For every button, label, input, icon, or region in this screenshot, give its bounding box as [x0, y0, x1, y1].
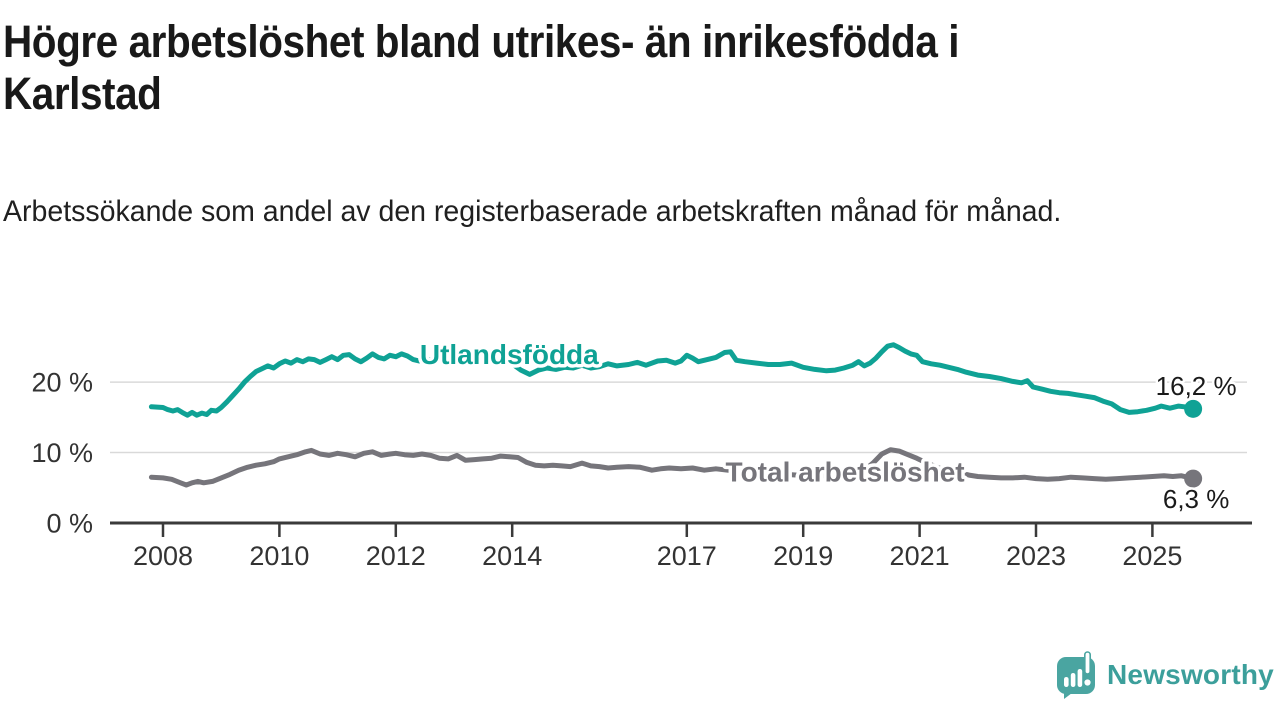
x-axis-label: 2021: [890, 541, 950, 571]
series-label: Utlandsfödda: [420, 339, 599, 370]
x-axis-label: 2010: [249, 541, 309, 571]
x-axis-label: 2023: [1006, 541, 1066, 571]
page-subtitle: Arbetssökande som andel av den registerb…: [3, 195, 1062, 228]
x-axis-label: 2019: [773, 541, 833, 571]
x-axis-label: 2017: [657, 541, 717, 571]
series-line-utlandsf-dda: [148, 342, 1196, 418]
x-axis-label: 2014: [482, 541, 542, 571]
x-axis-label: 2008: [133, 541, 193, 571]
series-line-total-arbetsl-shet: [148, 447, 1196, 488]
x-axis-label: 2025: [1122, 541, 1182, 571]
y-axis-label: 0 %: [46, 509, 93, 539]
y-axis-label: 20 %: [31, 368, 93, 398]
series-end-dot: [1184, 399, 1203, 418]
series-end-value: 6,3 %: [1163, 484, 1230, 514]
newsworthy-logo-text: Newsworthy: [1107, 659, 1274, 690]
series-end-value: 16,2 %: [1156, 371, 1237, 401]
series-end-dot: [1184, 469, 1203, 488]
y-axis-label: 10 %: [31, 438, 93, 468]
x-axis-label: 2012: [366, 541, 426, 571]
line-chart: 0 % 10 % 20 % 2008 2010 2012 2014 2017 2019 2021 2…: [31, 335, 1252, 571]
newsworthy-logo: Newsworthy: [1056, 650, 1274, 700]
newsworthy-logo-icon: [1057, 651, 1095, 699]
page-title: Högre arbetslöshet bland utrikes- än inr…: [3, 16, 960, 119]
series-label: Total arbetslöshet: [726, 456, 965, 487]
